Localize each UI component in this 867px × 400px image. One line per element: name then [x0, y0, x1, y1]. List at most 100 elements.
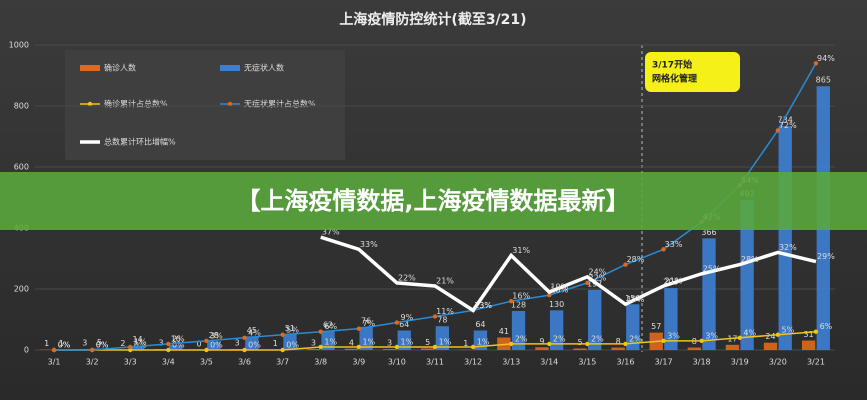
x-tick-label: 3/15	[578, 358, 596, 367]
data-label: 1	[273, 339, 278, 348]
bar	[740, 199, 754, 350]
point	[318, 329, 323, 334]
data-label: 76	[361, 316, 371, 325]
legend-label: 无症状人数	[244, 63, 284, 73]
data-label: 6%	[324, 322, 337, 331]
data-label: 2	[120, 339, 125, 348]
data-label: 865	[816, 76, 831, 85]
point	[280, 347, 285, 353]
data-label: 0%	[134, 341, 147, 350]
data-label: 94%	[817, 54, 835, 63]
point	[432, 314, 438, 319]
bar	[611, 347, 625, 350]
data-label: 18%	[550, 286, 568, 295]
x-tick-label: 3/18	[693, 358, 711, 367]
data-label: 11%	[436, 307, 454, 316]
data-label: 3%	[667, 331, 680, 340]
point	[775, 332, 781, 337]
annotation-box	[645, 52, 740, 92]
banner-band	[0, 172, 867, 230]
point	[242, 335, 247, 340]
data-label: 16%	[512, 292, 530, 301]
point	[813, 329, 819, 334]
bar	[245, 336, 259, 350]
annotation: 网格化管理	[652, 73, 697, 85]
bar	[306, 349, 321, 350]
data-label: 1%	[362, 337, 375, 346]
bar	[664, 288, 678, 350]
x-tick-label: 3/11	[426, 358, 444, 367]
bar	[283, 334, 297, 350]
x-tick-label: 3/12	[464, 358, 482, 367]
bar	[435, 326, 449, 350]
data-label: 0	[197, 340, 202, 349]
point	[356, 326, 362, 331]
point	[204, 347, 209, 353]
point	[432, 344, 438, 350]
legend-label: 总数累计环比增幅%	[104, 137, 176, 147]
data-label: 21%	[436, 276, 454, 285]
point	[204, 338, 209, 344]
data-label: 9	[539, 337, 544, 346]
x-tick-label: 3/14	[540, 358, 558, 367]
x-tick-label: 3/5	[200, 358, 213, 367]
data-label: 45	[247, 326, 257, 335]
x-tick-label: 3/21	[807, 358, 825, 367]
x-tick-label: 3/9	[352, 358, 365, 367]
y-tick-label: 200	[14, 285, 29, 294]
bar	[359, 326, 373, 350]
data-label: 2%	[553, 334, 566, 343]
data-label: 13%	[474, 301, 492, 310]
data-label: 150	[625, 294, 640, 303]
y-tick-label: 1000	[9, 41, 29, 50]
point	[166, 341, 171, 347]
legend-label: 无症状累计占总数%	[244, 99, 316, 109]
data-label: 2%	[172, 334, 185, 343]
data-label: 13%	[474, 301, 492, 310]
bar	[573, 348, 587, 350]
data-label: 62	[323, 321, 333, 330]
data-label: 734	[778, 116, 793, 125]
data-label: 32%	[779, 243, 797, 252]
data-label: 0%	[58, 341, 71, 350]
data-label: 78	[437, 316, 447, 325]
point	[585, 280, 590, 286]
point	[318, 344, 323, 350]
data-label: 8	[616, 337, 621, 346]
data-label: 5%	[286, 325, 299, 334]
data-label: 28	[209, 331, 219, 340]
point	[508, 299, 514, 304]
data-label: 3	[387, 339, 392, 348]
point	[508, 341, 514, 347]
data-label: 4%	[743, 328, 756, 337]
legend-swatch	[87, 101, 93, 107]
bar	[626, 304, 640, 350]
data-label: 0%	[96, 341, 109, 350]
point	[128, 347, 133, 353]
bar	[687, 347, 701, 350]
data-label: 0%	[248, 341, 261, 350]
data-label: 22%	[398, 273, 416, 282]
legend-swatch	[80, 65, 100, 71]
y-tick-label: 0	[24, 346, 29, 355]
data-label: 25%	[703, 264, 721, 273]
point	[813, 61, 819, 66]
x-tick-label: 3/4	[162, 358, 175, 367]
bar	[321, 331, 335, 350]
data-label: 1%	[401, 337, 414, 346]
data-label: 16	[171, 335, 181, 344]
data-label: 28%	[627, 255, 645, 264]
data-label: 5	[578, 338, 583, 347]
data-label: 64	[399, 320, 409, 329]
legend-label: 确诊累计占总数%	[104, 99, 168, 109]
point	[737, 335, 742, 340]
data-label: 33%	[665, 240, 683, 249]
bar	[549, 310, 564, 350]
x-tick-label: 3/1	[48, 358, 61, 367]
bar	[207, 341, 221, 350]
data-label: 19%	[550, 283, 568, 292]
data-label: 6%	[820, 322, 833, 331]
point	[280, 332, 285, 337]
